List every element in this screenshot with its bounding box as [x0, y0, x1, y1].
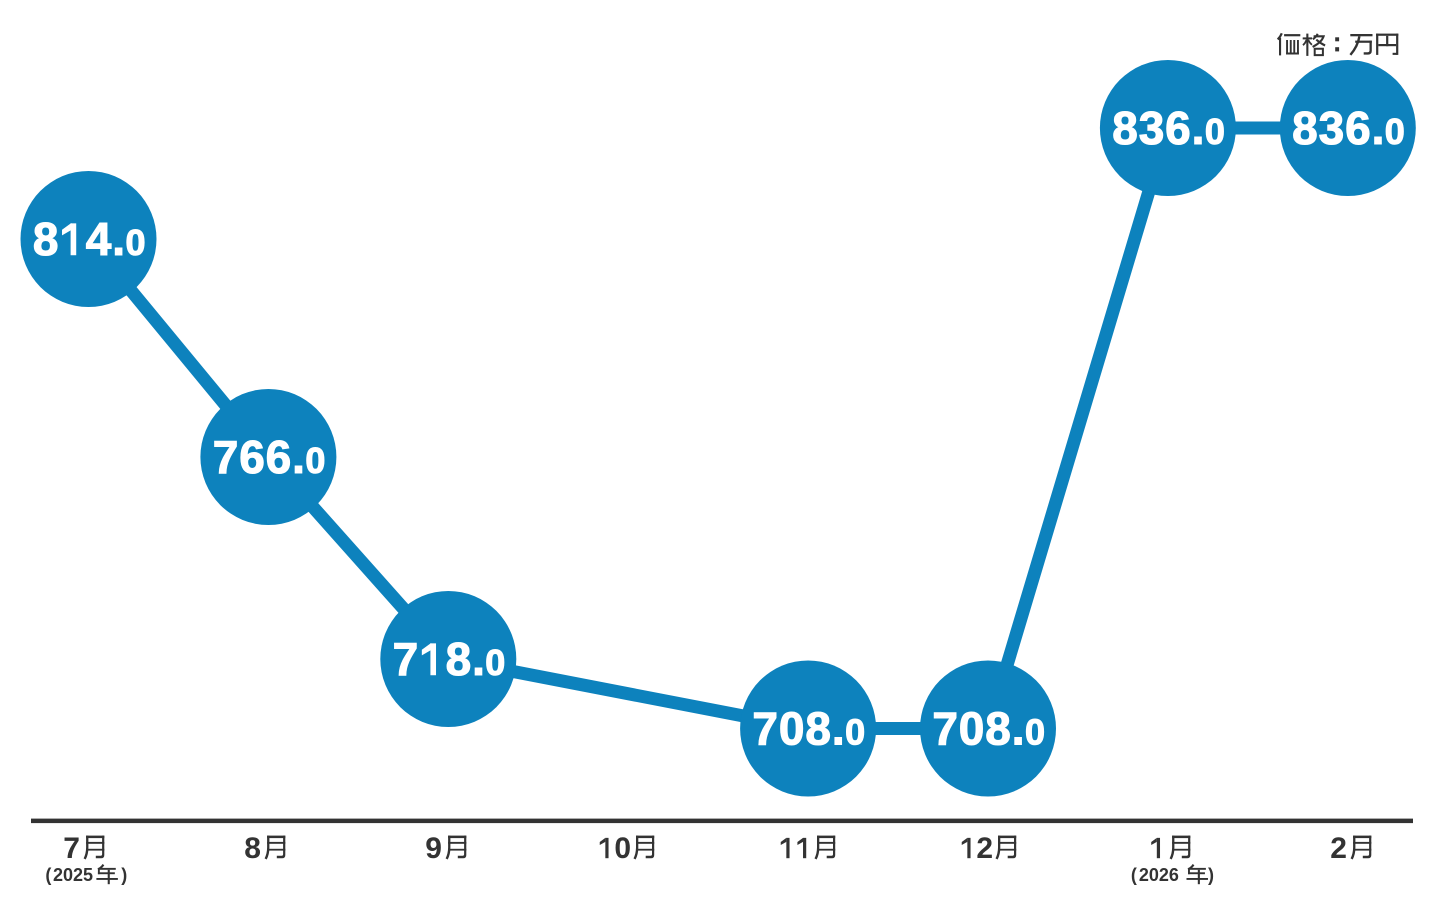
- svg-text:.: .: [1012, 702, 1025, 754]
- svg-text:0: 0: [614, 832, 631, 865]
- svg-text:0: 0: [305, 440, 325, 481]
- svg-text:.: .: [1372, 102, 1385, 154]
- svg-text:7: 7: [932, 702, 958, 754]
- svg-text:.: .: [472, 633, 485, 685]
- svg-text:0: 0: [126, 222, 146, 263]
- svg-text:(: (: [1131, 865, 1137, 885]
- svg-text:0: 0: [845, 711, 865, 752]
- svg-text:8: 8: [985, 702, 1011, 754]
- svg-text:7: 7: [63, 832, 80, 865]
- svg-text:8: 8: [1112, 102, 1138, 154]
- svg-text:.: .: [292, 431, 305, 483]
- svg-text:6: 6: [266, 431, 292, 483]
- svg-text:7: 7: [213, 431, 239, 483]
- svg-text:.: .: [112, 213, 125, 265]
- svg-text:3: 3: [1139, 102, 1165, 154]
- svg-text:0: 0: [1205, 111, 1225, 152]
- svg-text:): ): [121, 865, 127, 885]
- svg-text:4: 4: [86, 213, 112, 265]
- svg-text:8: 8: [33, 213, 59, 265]
- svg-text:8: 8: [446, 633, 472, 685]
- svg-text:.: .: [1192, 102, 1205, 154]
- svg-text:6: 6: [239, 431, 265, 483]
- svg-text:0: 0: [959, 702, 985, 754]
- svg-text:): ): [1208, 865, 1214, 885]
- svg-text:0: 0: [1385, 111, 1405, 152]
- svg-text:8: 8: [244, 832, 261, 865]
- svg-text:7: 7: [752, 702, 778, 754]
- svg-text:8: 8: [805, 702, 831, 754]
- svg-text:2026: 2026: [1139, 865, 1179, 885]
- svg-text:0: 0: [1025, 711, 1045, 752]
- svg-text:6: 6: [1345, 102, 1371, 154]
- svg-text:3: 3: [1319, 102, 1345, 154]
- svg-text:2025: 2025: [53, 865, 93, 885]
- svg-text:0: 0: [485, 642, 505, 683]
- svg-text:7: 7: [393, 633, 419, 685]
- svg-text:9: 9: [425, 832, 442, 865]
- svg-text:0: 0: [779, 702, 805, 754]
- svg-text:8: 8: [1292, 102, 1318, 154]
- svg-text:2: 2: [976, 832, 993, 865]
- svg-text:6: 6: [1165, 102, 1191, 154]
- svg-text:2: 2: [1330, 832, 1347, 865]
- svg-text:(: (: [45, 865, 51, 885]
- svg-text:.: .: [832, 702, 845, 754]
